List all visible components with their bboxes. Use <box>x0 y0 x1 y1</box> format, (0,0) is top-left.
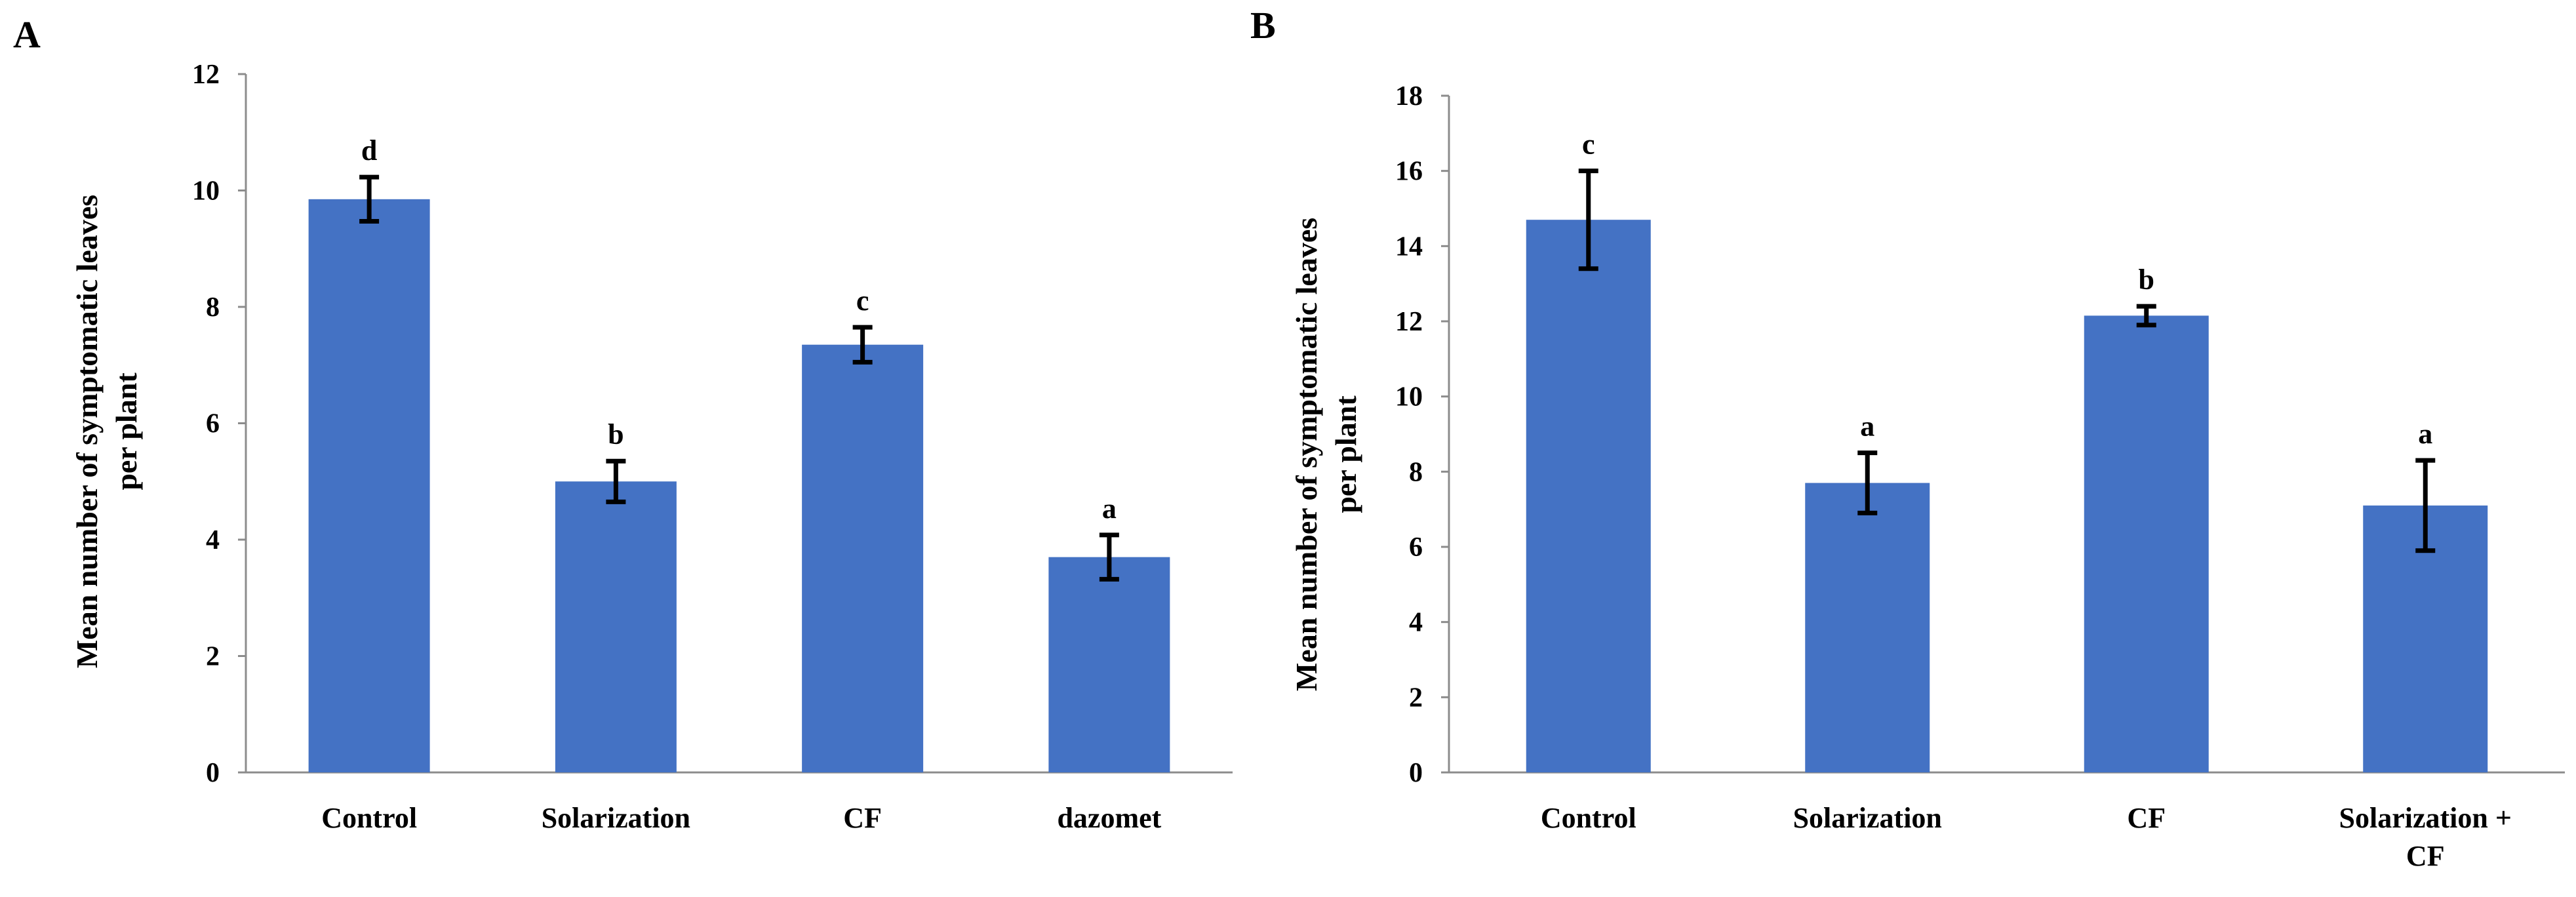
bar-a-3 <box>802 344 924 772</box>
significance-letter: a <box>1102 492 1117 525</box>
y-ticks-b: 0 2 4 6 8 10 12 14 16 18 <box>1395 81 1449 788</box>
y-tick-label: 8 <box>206 292 220 323</box>
bar-b-2 <box>1805 483 1930 772</box>
bar-b-1 <box>1526 220 1651 772</box>
category-label: dazomet <box>1057 802 1161 834</box>
category-label: Solarization + <box>2339 802 2512 834</box>
y-tick-label: 10 <box>192 176 220 207</box>
bar-a-2 <box>555 481 677 772</box>
significance-letter: a <box>2418 418 2432 450</box>
category-sublabel: CF <box>2406 840 2445 872</box>
y-tick-label: 10 <box>1395 382 1423 412</box>
panel-a: A Mean number of symptomatic leaves per … <box>13 13 1233 834</box>
significance-letter: c <box>1582 129 1595 161</box>
y-tick-label: 2 <box>1409 683 1423 713</box>
significance-letter: a <box>1860 410 1874 443</box>
panel-b: B Mean number of symptomatic leaves per … <box>1250 4 2565 872</box>
y-axis-title-b-line2: per plant <box>1329 395 1362 513</box>
y-tick-label: 4 <box>1409 608 1423 638</box>
category-label: Control <box>321 802 417 834</box>
significance-letter: b <box>2139 264 2154 296</box>
panel-label-b: B <box>1250 4 1276 47</box>
significance-letter: b <box>608 418 624 450</box>
y-axis-title-a-line1: Mean number of symptomatic leaves <box>70 195 104 668</box>
y-axis-title-a-line2: per plant <box>109 372 143 490</box>
y-tick-label: 8 <box>1409 457 1423 487</box>
significance-letter: d <box>361 134 377 167</box>
y-tick-label: 12 <box>192 60 220 90</box>
bars-b: c Control a Solarization b CF a Solarization + C… <box>1526 129 2512 872</box>
category-label: Control <box>1541 802 1636 834</box>
y-ticks-a: 0 2 4 6 8 10 12 <box>192 60 246 788</box>
category-label: Solarization <box>542 802 690 834</box>
bars-a: d Control b Solarization c CF a dazomet <box>308 134 1170 834</box>
y-tick-label: 4 <box>206 525 220 555</box>
y-tick-label: 6 <box>1409 532 1423 563</box>
y-tick-label: 2 <box>206 642 220 672</box>
category-label: CF <box>2127 802 2166 834</box>
significance-letter: c <box>856 285 869 317</box>
y-tick-label: 16 <box>1395 157 1423 187</box>
y-tick-label: 6 <box>206 409 220 439</box>
y-axis-title-b-line1: Mean number of symptomatic leaves <box>1290 218 1323 691</box>
y-tick-label: 0 <box>1409 758 1423 788</box>
bar-b-3 <box>2084 315 2209 772</box>
category-label: CF <box>843 802 882 834</box>
y-tick-label: 18 <box>1395 81 1423 111</box>
panel-label-a: A <box>13 13 41 56</box>
y-tick-label: 0 <box>206 758 220 788</box>
bar-a-1 <box>308 199 430 772</box>
bar-a-4 <box>1048 557 1170 772</box>
y-tick-label: 14 <box>1395 231 1423 262</box>
y-tick-label: 12 <box>1395 307 1423 337</box>
category-label: Solarization <box>1793 802 1942 834</box>
